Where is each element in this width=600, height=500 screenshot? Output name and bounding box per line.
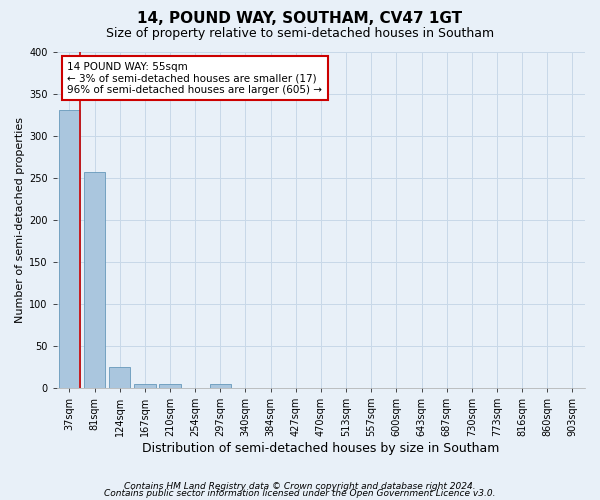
Y-axis label: Number of semi-detached properties: Number of semi-detached properties [15,116,25,322]
Bar [84,172,105,388]
Text: Size of property relative to semi-detached houses in Southam: Size of property relative to semi-detach… [106,28,494,40]
Text: 14 POUND WAY: 55sqm
← 3% of semi-detached houses are smaller (17)
96% of semi-de: 14 POUND WAY: 55sqm ← 3% of semi-detache… [67,62,322,95]
Bar [109,367,130,388]
Text: Contains public sector information licensed under the Open Government Licence v3: Contains public sector information licen… [104,490,496,498]
Bar [209,384,231,388]
X-axis label: Distribution of semi-detached houses by size in Southam: Distribution of semi-detached houses by … [142,442,500,455]
Bar [134,384,155,388]
Bar [160,384,181,388]
Text: 14, POUND WAY, SOUTHAM, CV47 1GT: 14, POUND WAY, SOUTHAM, CV47 1GT [137,11,463,26]
Text: Contains HM Land Registry data © Crown copyright and database right 2024.: Contains HM Land Registry data © Crown c… [124,482,476,491]
Bar [59,110,80,388]
